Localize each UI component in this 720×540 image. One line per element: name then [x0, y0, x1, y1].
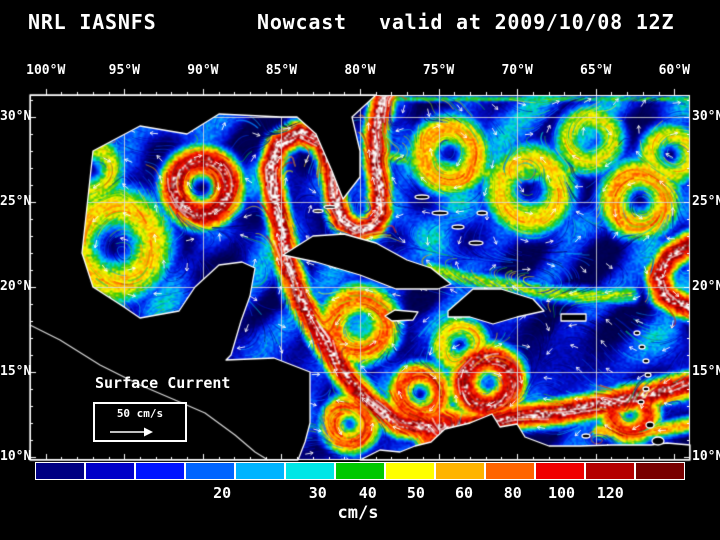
title-validity: valid at 2009/10/08 12Z: [379, 10, 675, 34]
colorbar-tick-label: 60: [454, 484, 474, 502]
lon-tick-label: 65°W: [580, 63, 612, 78]
colorbar-segment: [385, 462, 435, 480]
colorbar-tick-label: 80: [503, 484, 522, 502]
colorbar-tick-label: 40: [358, 484, 377, 502]
lat-tick-label: 15°N: [0, 363, 32, 379]
lat-tick-label: 10°N: [692, 448, 720, 464]
colorbar-tick-label: 50: [406, 484, 425, 502]
lat-tick-label: 30°N: [692, 109, 720, 125]
colorbar-tick-label: 100: [547, 484, 576, 502]
lat-tick-label: 20°N: [692, 278, 720, 294]
colorbar-unit-label: cm/s: [337, 503, 379, 523]
lat-tick-label: 25°N: [692, 193, 720, 209]
surface-current-label: Surface Current: [95, 374, 231, 392]
lat-tick-label: 15°N: [692, 363, 720, 379]
colorbar-segment: [485, 462, 535, 480]
colorbar-segment: [435, 462, 485, 480]
colorbar-segment: [235, 462, 285, 480]
colorbar-segment: [85, 462, 135, 480]
scale-arrow-icon: [110, 427, 153, 437]
lat-tick-label: 20°N: [0, 278, 32, 294]
lat-tick-label: 30°N: [0, 109, 32, 125]
lat-tick-label: 10°N: [0, 448, 32, 464]
colorbar-segment: [35, 462, 85, 480]
lon-tick-label: 60°W: [658, 63, 690, 78]
colorbar-segment: [585, 462, 635, 480]
lon-tick-label: 90°W: [187, 63, 219, 78]
colorbar-segment: [285, 462, 335, 480]
colorbar: [35, 462, 685, 480]
colorbar-segment: [135, 462, 185, 480]
lon-tick-label: 85°W: [265, 63, 298, 78]
lon-tick-label: 95°W: [108, 63, 140, 78]
current-scale-box: 50 cm/s: [93, 402, 187, 442]
colorbar-segment: [535, 462, 585, 480]
colorbar-segment: [635, 462, 685, 480]
lon-tick-label: 75°W: [422, 63, 455, 78]
lon-tick-label: 70°W: [501, 63, 533, 78]
colorbar-tick-label: 20: [213, 484, 232, 502]
lon-tick-label: 100°W: [26, 63, 66, 78]
title-model: NRL IASNFS: [28, 10, 157, 34]
scale-value-label: 50 cm/s: [116, 407, 164, 420]
lon-tick-label: 80°W: [344, 63, 376, 78]
title-product: Nowcast: [257, 10, 347, 34]
colorbar-segment: [335, 462, 385, 480]
colorbar-tick-label: 120: [596, 484, 624, 502]
colorbar-segment: [185, 462, 235, 480]
colorbar-tick-label: 30: [308, 484, 327, 502]
lat-tick-label: 25°N: [0, 193, 32, 209]
